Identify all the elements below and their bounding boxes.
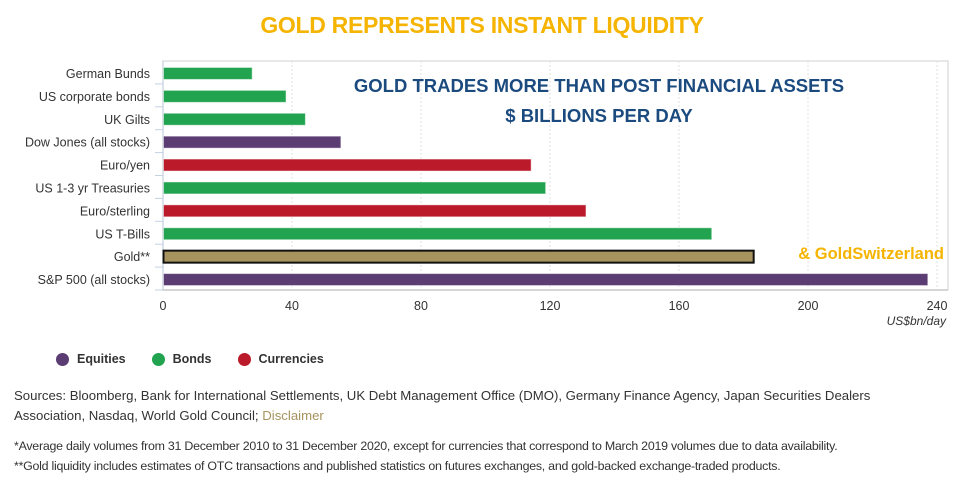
legend-dot-equities <box>56 352 69 366</box>
chart-title: GOLD TRADES MORE THAN POST FINANCIAL ASS… <box>354 75 844 96</box>
legend-item-equities[interactable]: Equities <box>56 352 126 366</box>
x-axis-title: US$bn/day <box>887 314 947 328</box>
category-label-uk-gilts: UK Gilts <box>104 113 150 127</box>
sources-text: Sources: Bloomberg, Bank for Internation… <box>14 386 944 426</box>
disclaimer-link[interactable]: Disclaimer <box>262 408 324 423</box>
page-title: GOLD REPRESENTS INSTANT LIQUIDITY <box>260 12 704 38</box>
legend-dot-currencies <box>237 352 251 366</box>
bar-uk-gilts <box>163 112 306 126</box>
bar-chart: German Bunds US corporate bonds UK Gilts Do… <box>25 60 949 328</box>
x-tick-label-80: 80 <box>414 299 428 313</box>
chart-legend: Equities Bonds Currencies <box>56 352 324 366</box>
footnote-gold-liquidity: **Gold liquidity includes estimates of O… <box>14 459 781 473</box>
legend-dot-bonds <box>151 352 165 366</box>
sources-list: Sources: Bloomberg, Bank for Internation… <box>14 388 871 423</box>
category-label-dow-jones-all-stocks: Dow Jones (all stocks) <box>25 136 150 150</box>
bar-s-p-500-all-stocks <box>163 273 929 287</box>
bar-dow-jones-all-stocks <box>163 135 342 149</box>
category-label-german-bunds: German Bunds <box>66 67 150 81</box>
category-label-s-p-500-all-stocks: S&P 500 (all stocks) <box>38 273 150 287</box>
x-tick-label-120: 120 <box>540 299 561 313</box>
category-label-gold: Gold** <box>114 250 150 264</box>
x-tick-label-240: 240 <box>927 299 948 313</box>
chart-subtitle: $ BILLIONS PER DAY <box>505 105 693 126</box>
category-label-us-t-bills: US T-Bills <box>95 227 150 241</box>
bar-german-bunds <box>163 66 253 80</box>
legend-item-currencies[interactable]: Currencies <box>237 352 324 366</box>
bar-gold <box>162 249 755 264</box>
watermark-goldswitzerland: & GoldSwitzerland <box>798 245 944 263</box>
legend-label-bonds: Bonds <box>172 352 212 366</box>
bar-euro-yen <box>163 158 532 172</box>
category-label-us-1-3-yr-treasuries: US 1-3 yr Treasuries <box>35 181 150 195</box>
category-label-euro-sterling: Euro/sterling <box>80 204 150 218</box>
x-tick-label-0: 0 <box>160 299 167 313</box>
bar-euro-sterling <box>163 204 587 218</box>
bar-us-t-bills <box>163 227 713 241</box>
legend-label-equities: Equities <box>77 352 126 366</box>
footnotes: *Average daily volumes from 31 December … <box>14 436 964 476</box>
x-tick-label-200: 200 <box>798 299 819 313</box>
category-label-us-corporate-bonds: US corporate bonds <box>39 90 150 104</box>
bar-us-corporate-bonds <box>163 89 287 103</box>
x-tick-label-160: 160 <box>669 299 690 313</box>
x-tick-label-40: 40 <box>285 299 299 313</box>
legend-label-currencies: Currencies <box>258 352 324 366</box>
category-label-euro-yen: Euro/yen <box>100 159 150 173</box>
legend-item-bonds[interactable]: Bonds <box>151 352 212 366</box>
bar-us-1-3-yr-treasuries <box>163 181 547 195</box>
footnote-average-volumes: *Average daily volumes from 31 December … <box>14 439 838 453</box>
